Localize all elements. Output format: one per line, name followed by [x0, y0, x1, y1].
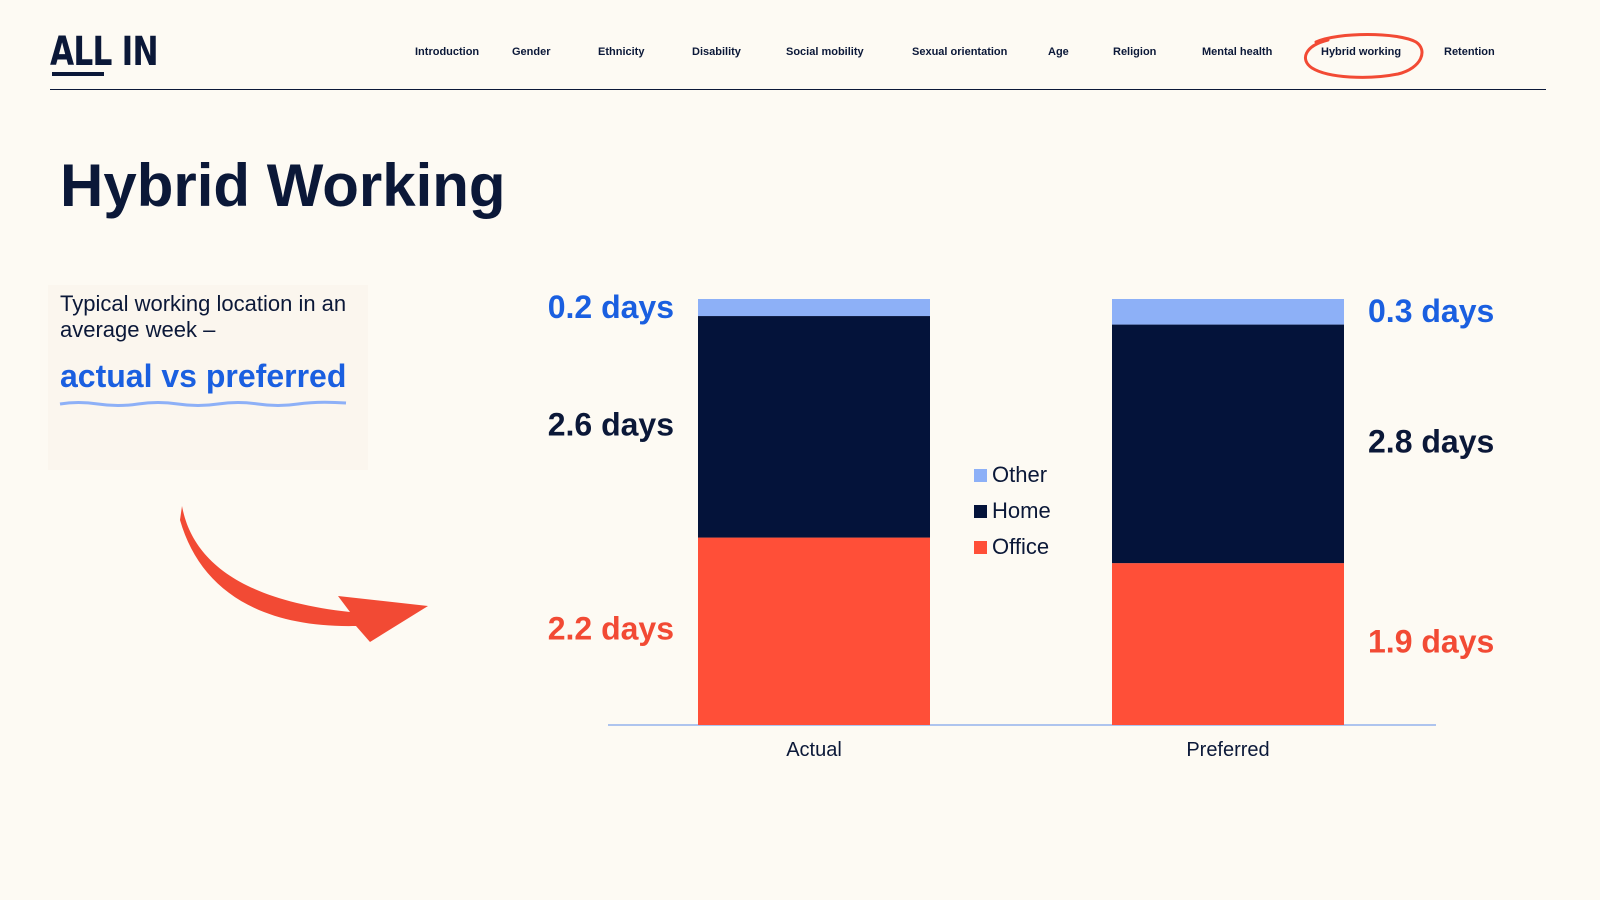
legend-label-other: Other — [992, 462, 1047, 487]
scribble-underline — [59, 400, 347, 407]
data-label-actual-office: 2.2 days — [548, 611, 674, 647]
data-label-actual-other: 0.2 days — [548, 289, 674, 325]
legend-label-office: Office — [992, 534, 1049, 559]
nav-divider — [50, 89, 1546, 90]
active-nav-circle-highlight — [1303, 33, 1424, 79]
logo-underline — [52, 72, 104, 76]
nav-item-mental-health[interactable]: Mental health — [1202, 46, 1273, 58]
category-label-preferred: Preferred — [1186, 739, 1269, 761]
top-nav: Introduction Gender Ethnicity Disability… — [0, 46, 1600, 66]
nav-item-retention[interactable]: Retention — [1444, 46, 1495, 58]
nav-item-introduction[interactable]: Introduction — [415, 46, 480, 58]
bar-preferred-home — [1112, 324, 1344, 564]
data-label-preferred-home: 2.8 days — [1368, 423, 1494, 459]
category-label-actual: Actual — [786, 739, 842, 761]
nav-item-age[interactable]: Age — [1048, 46, 1069, 58]
data-label-preferred-office: 1.9 days — [1368, 624, 1494, 660]
intro-card — [48, 285, 368, 470]
nav-item-ethnicity[interactable]: Ethnicity — [598, 46, 645, 58]
bar-actual-other — [698, 299, 930, 317]
intro-highlight: actual vs preferred — [60, 358, 347, 394]
nav-item-social-mobility[interactable]: Social mobility — [786, 46, 864, 58]
legend-swatch-other — [974, 469, 987, 482]
nav-item-hybrid-working[interactable]: Hybrid working — [1321, 46, 1402, 58]
legend-swatch-office — [974, 541, 987, 554]
arrow-icon — [180, 506, 428, 642]
nav-item-gender[interactable]: Gender — [512, 46, 551, 58]
intro-text: Typical working location in an average w… — [60, 291, 347, 342]
nav-item-sexual-orientation[interactable]: Sexual orientation — [912, 46, 1008, 58]
nav-item-disability[interactable]: Disability — [692, 46, 741, 58]
data-label-preferred-other: 0.3 days — [1368, 293, 1494, 329]
bar-actual-office — [698, 537, 930, 725]
all-in-logo[interactable]: ALL IN — [50, 29, 159, 75]
data-label-actual-home: 2.6 days — [548, 406, 674, 442]
legend-swatch-home — [974, 505, 987, 518]
bar-preferred-other — [1112, 299, 1344, 325]
bar-actual-home — [698, 316, 930, 538]
page-title: Hybrid Working — [60, 152, 506, 219]
legend-label-home: Home — [992, 498, 1051, 523]
nav-item-religion[interactable]: Religion — [1113, 46, 1157, 58]
bar-preferred-office — [1112, 563, 1344, 725]
